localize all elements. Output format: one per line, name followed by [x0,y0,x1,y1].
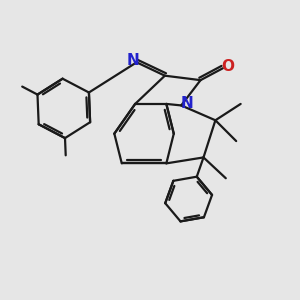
Text: O: O [222,59,235,74]
Text: N: N [181,95,194,110]
Text: N: N [127,53,140,68]
